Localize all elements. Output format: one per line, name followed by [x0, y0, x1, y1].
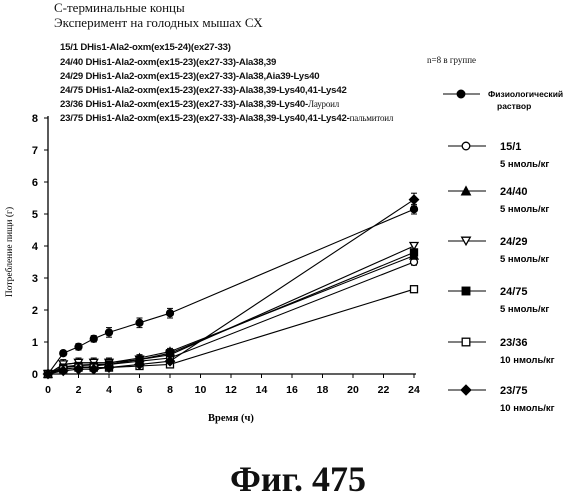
y-tick-label: 2 [32, 305, 38, 317]
legend-label: 24/40 [500, 186, 528, 198]
legend-dose: 5 нмоль/кг [500, 159, 549, 170]
data-point [167, 350, 174, 357]
data-point [106, 329, 113, 336]
legend-marker [457, 90, 465, 98]
series-line [48, 256, 414, 374]
legend-label: 23/75 [500, 385, 528, 397]
x-tick-label: 0 [45, 384, 51, 396]
x-tick-label: 16 [286, 384, 298, 396]
y-tick-label: 3 [32, 273, 38, 285]
y-tick-label: 7 [32, 145, 38, 157]
x-tick-label: 24 [408, 384, 420, 396]
legend-dose: 10 нмоль/кг [500, 403, 555, 414]
y-tick-label: 6 [32, 177, 38, 189]
legend-dose: 5 нмоль/кг [500, 204, 549, 215]
data-point [411, 249, 418, 256]
data-point [136, 319, 143, 326]
y-tick-label: 0 [32, 369, 38, 381]
y-tick-label: 4 [32, 241, 39, 253]
y-tick-label: 5 [32, 209, 38, 221]
series-line [48, 209, 414, 374]
x-tick-label: 8 [167, 384, 173, 396]
x-tick-label: 12 [225, 384, 237, 396]
x-tick-label: 6 [137, 384, 143, 396]
data-point [60, 350, 67, 357]
y-axis-label: Потребление пищи (г) [4, 207, 15, 297]
legend-label: Физиологический [488, 89, 563, 99]
legend-dose: 10 нмоль/кг [500, 355, 555, 366]
x-tick-label: 10 [195, 384, 207, 396]
legend-label: 15/1 [500, 141, 521, 153]
y-tick-label: 1 [32, 337, 38, 349]
data-point [411, 286, 418, 293]
series-line [48, 262, 414, 374]
legend-dose: 5 нмоль/кг [500, 254, 549, 265]
legend-marker [462, 338, 470, 346]
legend-label: 24/29 [500, 236, 528, 248]
x-tick-label: 2 [76, 384, 82, 396]
x-tick-label: 20 [347, 384, 359, 396]
series-line [48, 246, 414, 374]
data-point [75, 343, 82, 350]
figure-label: Фиг. 475 [230, 458, 366, 500]
x-tick-label: 18 [317, 384, 329, 396]
legend-marker [461, 385, 471, 395]
data-point [411, 206, 418, 213]
legend-label: 23/36 [500, 337, 528, 349]
legend-marker [462, 142, 470, 150]
x-axis-label: Время (ч) [208, 413, 254, 424]
legend-label: 24/75 [500, 286, 528, 298]
legend-dose: 5 нмоль/кг [500, 304, 549, 315]
x-tick-label: 14 [256, 384, 268, 396]
x-tick-label: 4 [106, 384, 112, 396]
data-point [410, 195, 419, 204]
series-line [48, 289, 414, 374]
data-point [167, 310, 174, 317]
data-point [90, 335, 97, 342]
x-tick-label: 22 [378, 384, 390, 396]
legend-dose: раствор [497, 101, 531, 111]
y-tick-label: 8 [32, 113, 38, 125]
legend-marker [462, 287, 470, 295]
